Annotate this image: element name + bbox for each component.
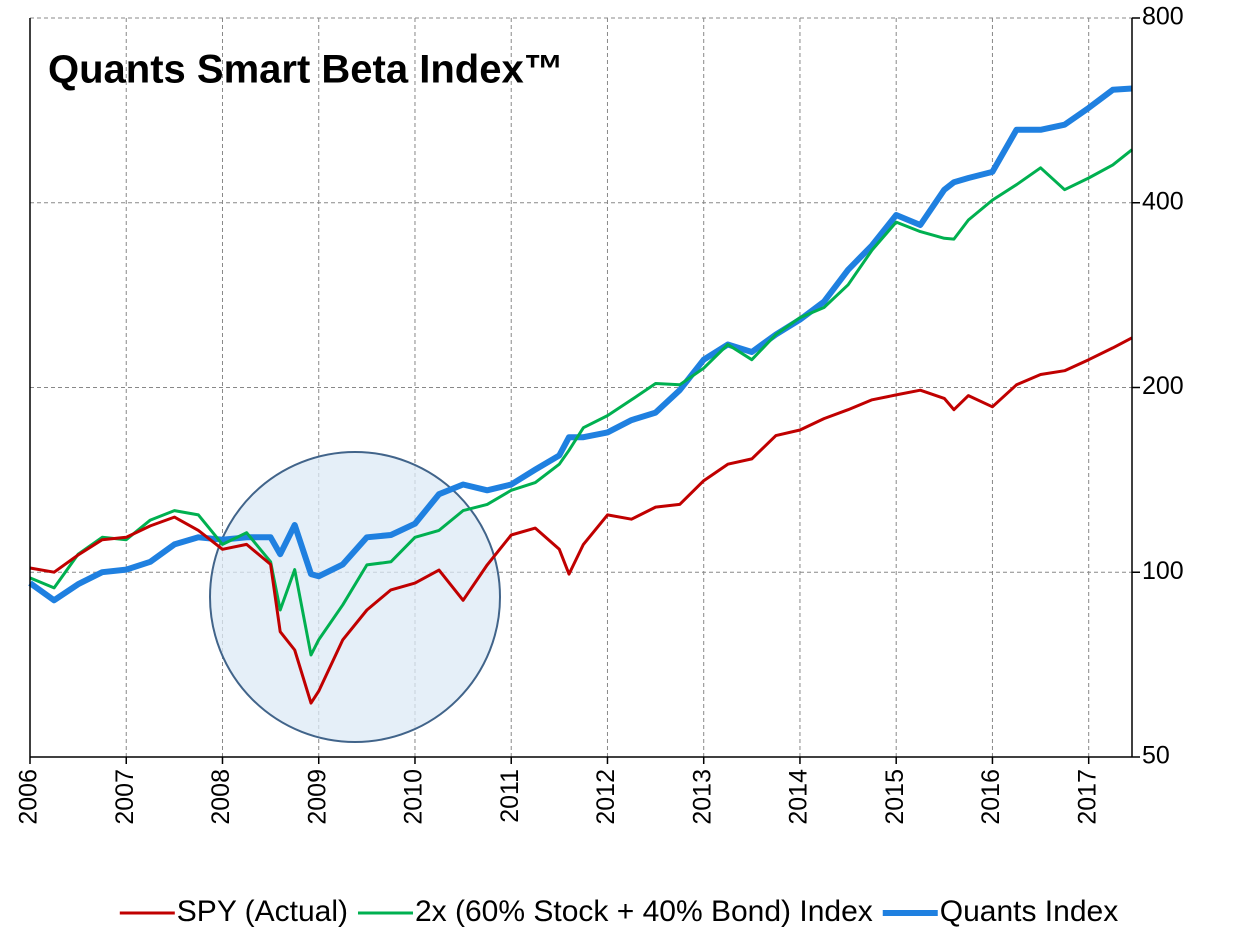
y-tick-label: 50 [1142,742,1170,770]
highlight-circle [209,451,501,743]
x-tick-label: 2012 [592,769,620,825]
y-tick-label: 800 [1142,3,1184,31]
x-tick-label: 2009 [303,769,331,825]
x-tick-label: 2015 [881,769,909,825]
legend-label: SPY (Actual) [177,895,348,928]
series-line [28,85,1133,604]
grid [29,17,1132,758]
y-tick-label: 400 [1142,187,1184,215]
x-tick-label: 2007 [111,769,139,825]
x-tick-label: 2016 [977,769,1005,825]
chart-title: Quants Smart Beta Index™ [48,48,564,92]
y-tick-label: 200 [1142,372,1184,400]
legend: SPY (Actual) 2x (60% Stock + 40% Bond) In… [119,895,1118,928]
series-line [29,336,1133,705]
legend-label: Quants Index [940,895,1118,928]
legend-label: 2x (60% Stock + 40% Bond) Index [415,895,873,928]
y-tick-label: 100 [1142,557,1184,585]
x-tick-label: 2017 [1073,769,1101,825]
x-tick-label: 2006 [15,769,43,825]
x-tick-label: 2008 [207,769,235,825]
x-tick-label: 2013 [688,769,716,825]
x-tick-label: 2011 [496,769,524,823]
x-tick-label: 2010 [400,769,428,825]
series-line [29,148,1133,657]
x-tick-label: 2014 [785,769,813,825]
lines [28,85,1133,705]
